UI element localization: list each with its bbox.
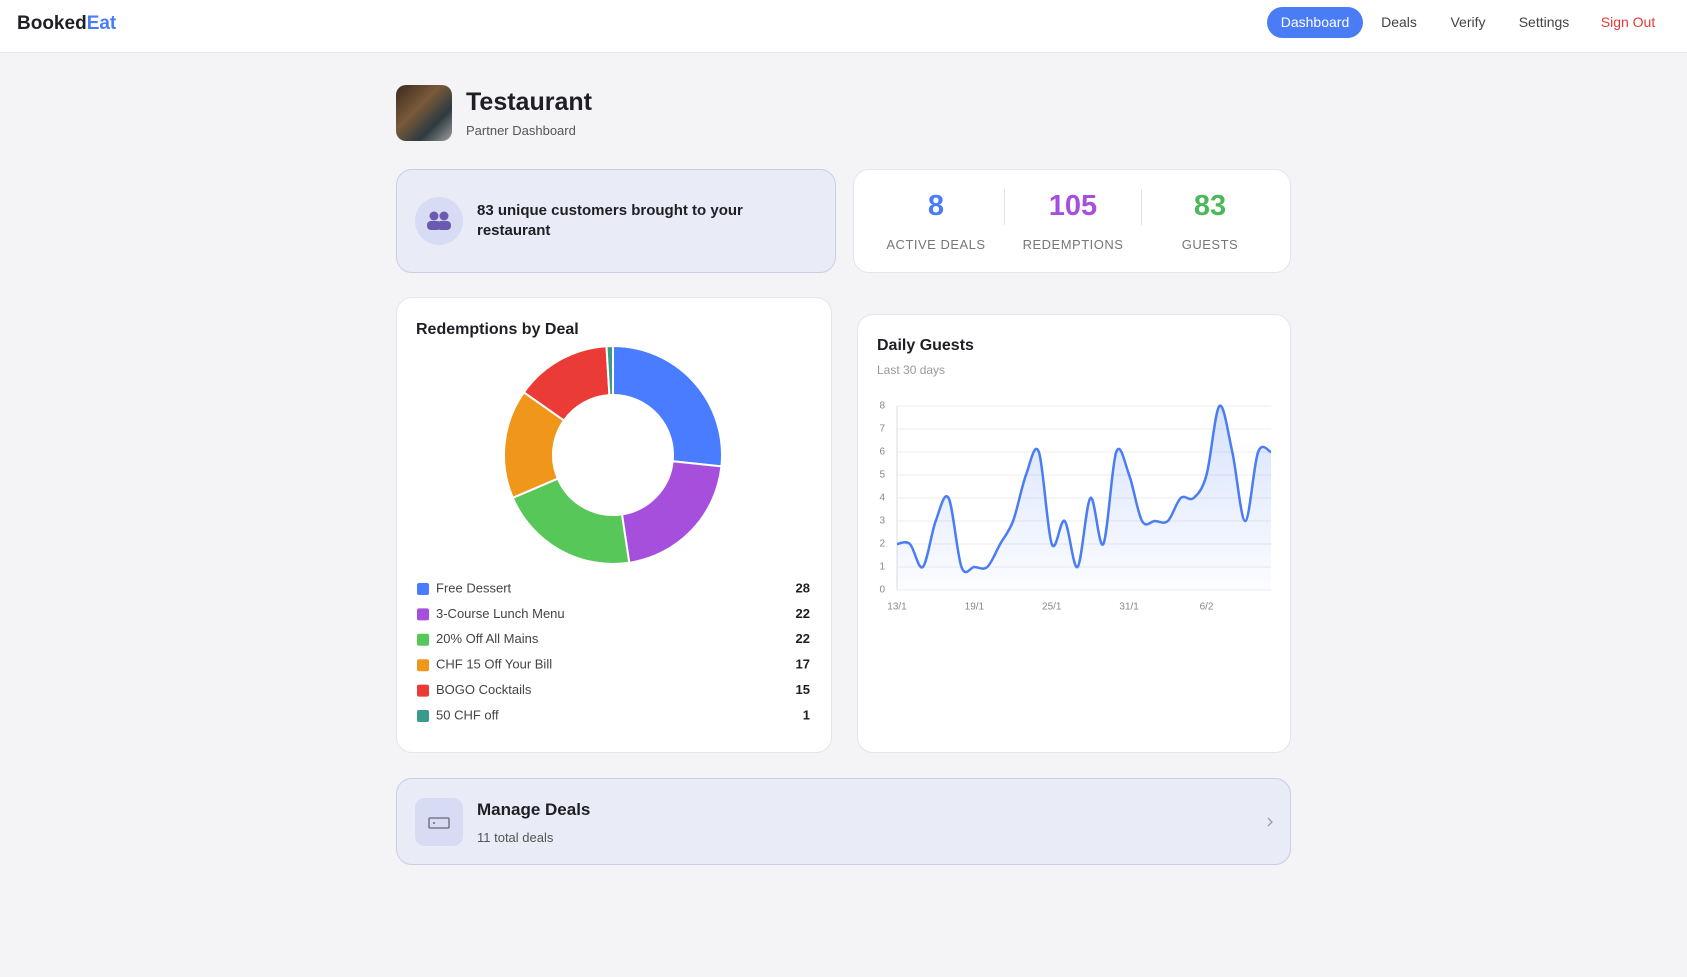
manage-title: Manage Deals bbox=[477, 800, 591, 819]
stats-card: 8 ACTIVE DEALS 105 REDEMPTIONS 83 GUESTS bbox=[853, 169, 1291, 273]
manage-card[interactable]: Manage Deals 11 total deals bbox=[396, 778, 1291, 865]
pie-card bbox=[396, 297, 832, 753]
brand-second: Eat bbox=[86, 13, 117, 34]
stat-label: ACTIVE DEALS bbox=[886, 237, 986, 252]
nav-link[interactable]: Deals bbox=[1381, 14, 1417, 30]
manage-subtitle: 11 total deals bbox=[477, 830, 554, 845]
stat-label: REDEMPTIONS bbox=[1022, 237, 1124, 252]
nav-bar: BookedEat Dashboard Deals Verify Setting… bbox=[0, 0, 1687, 53]
nav-link[interactable]: Verify bbox=[1450, 14, 1486, 30]
nav-link[interactable]: Settings bbox=[1518, 14, 1570, 30]
avatar bbox=[396, 85, 452, 141]
stat-value: 105 bbox=[1048, 190, 1098, 222]
page-title: Testaurant bbox=[466, 88, 592, 116]
stat-value: 8 bbox=[927, 190, 945, 222]
stat-label: GUESTS bbox=[1181, 237, 1239, 252]
nav-link-active[interactable]: Dashboard bbox=[1267, 7, 1363, 38]
people-icon bbox=[415, 197, 463, 245]
chevron bbox=[1267, 817, 1273, 827]
line-card bbox=[857, 314, 1291, 753]
summary-card: 83 unique customers brought to your rest… bbox=[396, 169, 836, 273]
stat-divider bbox=[1004, 189, 1005, 225]
nav-link-signout[interactable]: Sign Out bbox=[1600, 14, 1656, 30]
summary-text: 83 unique customers brought to your rest… bbox=[477, 202, 743, 239]
ticket-icon bbox=[415, 798, 463, 846]
stat-value: 83 bbox=[1193, 190, 1227, 222]
stat-divider bbox=[1141, 189, 1142, 225]
brand-first: Booked bbox=[17, 13, 87, 34]
page-subtitle: Partner Dashboard bbox=[466, 123, 576, 138]
brand[interactable]: BookedEat bbox=[17, 13, 116, 35]
